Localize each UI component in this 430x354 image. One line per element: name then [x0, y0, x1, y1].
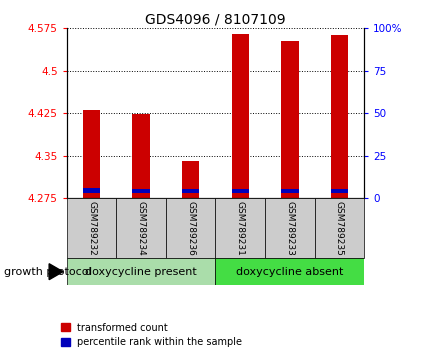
Text: GSM789236: GSM789236	[186, 201, 195, 256]
Bar	[264, 198, 314, 258]
Bar	[330, 189, 347, 193]
Bar	[280, 189, 298, 193]
Bar	[181, 189, 199, 193]
Bar	[280, 41, 298, 198]
Text: GSM789233: GSM789233	[285, 201, 294, 256]
Bar	[166, 198, 215, 258]
Text: growth protocol: growth protocol	[4, 267, 92, 277]
Bar	[231, 189, 249, 193]
Bar	[67, 258, 215, 285]
Bar	[67, 198, 116, 258]
Bar	[215, 258, 363, 285]
Text: doxycycline absent: doxycycline absent	[236, 267, 343, 277]
Bar	[231, 34, 249, 198]
Bar	[314, 198, 363, 258]
Bar	[83, 188, 100, 193]
Bar	[116, 198, 166, 258]
Text: GSM789231: GSM789231	[235, 201, 244, 256]
Bar	[330, 35, 347, 198]
Text: GSM789235: GSM789235	[334, 201, 343, 256]
Legend: transformed count, percentile rank within the sample: transformed count, percentile rank withi…	[61, 322, 242, 347]
Bar	[215, 198, 264, 258]
Polygon shape	[49, 264, 63, 280]
Bar	[181, 161, 199, 198]
Text: GSM789232: GSM789232	[87, 201, 96, 256]
Text: GDS4096 / 8107109: GDS4096 / 8107109	[145, 12, 285, 27]
Bar	[132, 189, 150, 193]
Bar	[132, 114, 150, 198]
Text: doxycycline present: doxycycline present	[85, 267, 197, 277]
Text: GSM789234: GSM789234	[136, 201, 145, 256]
Bar	[83, 110, 100, 198]
